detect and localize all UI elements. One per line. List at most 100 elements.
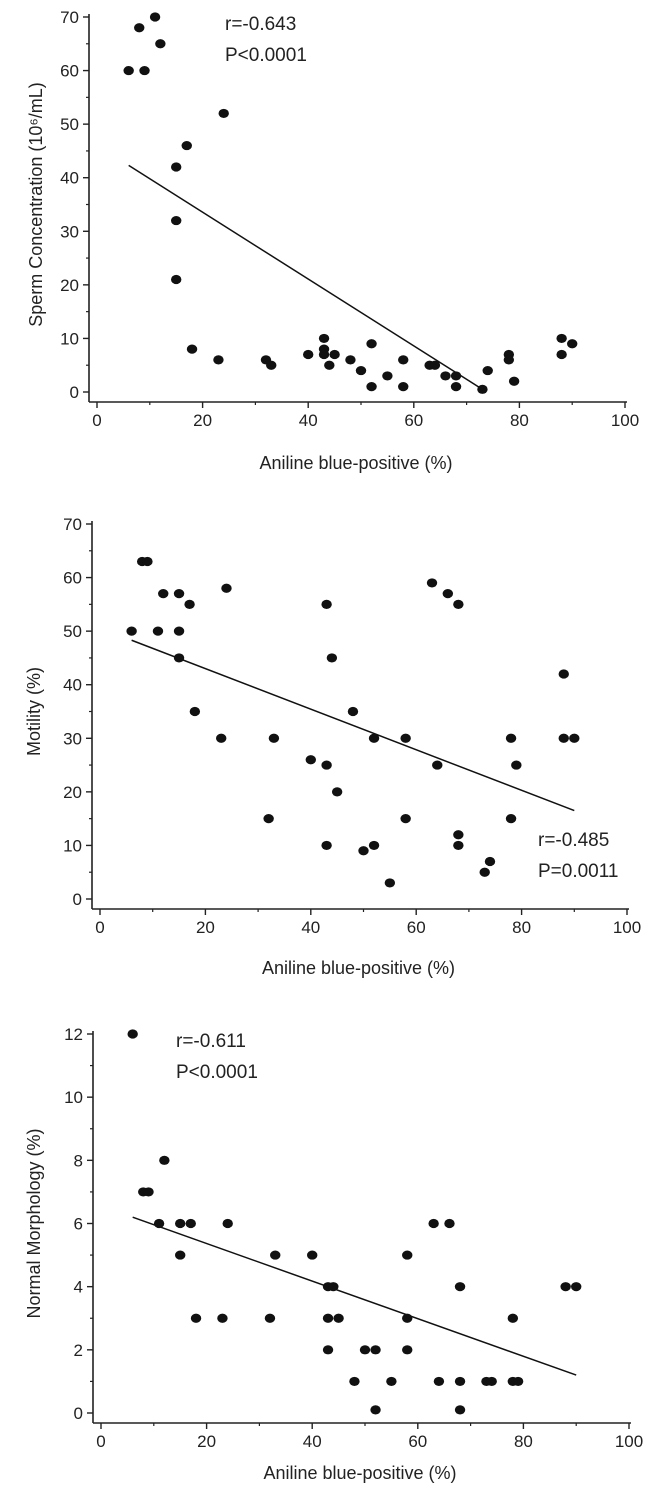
data-point (479, 867, 490, 877)
data-point (400, 814, 411, 824)
data-point (484, 856, 496, 867)
correlation-r-label: r=-0.643 (225, 14, 296, 35)
x-axis-label: Aniline blue-positive (%) (262, 958, 455, 978)
data-point (175, 1250, 186, 1260)
trendline (132, 1216, 577, 1376)
data-point (329, 349, 340, 360)
data-point (442, 589, 454, 599)
data-point (453, 840, 464, 851)
data-point (450, 371, 462, 381)
y-tick-label: 0 (73, 890, 82, 909)
data-point (263, 814, 274, 824)
data-point (347, 706, 359, 717)
data-point (454, 1376, 466, 1387)
y-tick-label: 4 (74, 1278, 83, 1297)
data-point (305, 755, 316, 765)
data-point (440, 371, 451, 381)
y-axis-label: Motility (%) (24, 667, 44, 756)
data-point (318, 333, 330, 344)
y-tick-label: 60 (63, 569, 82, 588)
x-tick-label: 60 (408, 1432, 427, 1451)
data-point (368, 733, 380, 743)
data-point (326, 653, 338, 663)
data-point (268, 733, 280, 743)
data-point (505, 814, 517, 824)
data-point (560, 1282, 571, 1292)
correlation-r-label: r=-0.611 (176, 1031, 246, 1052)
data-point (569, 733, 580, 743)
x-tick-label: 0 (95, 918, 104, 937)
y-axis-label: Normal Morphology (%) (24, 1128, 44, 1318)
data-point (171, 215, 182, 226)
y-tick-label: 10 (64, 1088, 83, 1107)
data-point (358, 846, 369, 856)
data-point (217, 1313, 228, 1323)
data-point (384, 878, 396, 888)
data-point (303, 349, 314, 360)
y-tick-label: 40 (63, 676, 82, 695)
data-point (402, 1250, 413, 1260)
data-point (503, 355, 515, 365)
data-point (171, 274, 182, 285)
data-point (366, 382, 377, 392)
data-point (370, 1405, 381, 1415)
data-point (190, 1313, 202, 1323)
y-tick-label: 30 (60, 222, 79, 241)
data-point (349, 1376, 360, 1387)
data-point (173, 626, 185, 636)
data-point (333, 1313, 344, 1323)
chart-panel-1: 0 20 40 60 80 100 0 10 20 30 40 50 60 70 Aniline blue-… (26, 8, 639, 473)
y-tick-label: 20 (63, 783, 82, 802)
data-point (173, 653, 185, 663)
data-point (571, 1282, 582, 1292)
data-point (185, 1218, 196, 1229)
data-point (505, 733, 517, 743)
trendline (128, 164, 483, 390)
data-point (345, 355, 356, 365)
data-point (218, 108, 229, 119)
chart-panel-3: 0 20 40 60 80 100 0 2 4 6 8 10 12 Aniline blue-positi… (24, 1025, 643, 1483)
data-point (270, 1250, 281, 1260)
x-tick-label: 80 (512, 918, 531, 937)
data-point (181, 140, 192, 151)
x-tick-label: 60 (404, 411, 423, 430)
y-tick-label: 40 (60, 169, 79, 188)
data-point (355, 365, 367, 376)
data-point (153, 1218, 165, 1229)
data-point (139, 65, 150, 76)
data-point (477, 384, 488, 394)
data-point (184, 599, 195, 609)
data-point (556, 349, 567, 360)
data-point (454, 1282, 466, 1292)
chart-panel-2: 0 20 40 60 80 100 0 10 20 30 40 50 60 70 Aniline blue-… (24, 515, 641, 978)
y-tick-label: 10 (63, 836, 82, 855)
x-tick-label: 100 (611, 411, 639, 430)
data-point (221, 583, 232, 593)
x-tick-label: 20 (193, 411, 212, 430)
x-tick-label: 60 (407, 918, 426, 937)
correlation-r-label: r=-0.485 (538, 830, 609, 851)
data-point (511, 760, 522, 770)
p-value-label: P<0.0001 (176, 1062, 258, 1083)
data-point (127, 1029, 138, 1039)
data-point (264, 1313, 276, 1323)
data-point (322, 1313, 334, 1323)
y-tick-label: 50 (60, 115, 79, 134)
data-point (134, 23, 145, 33)
y-tick-label: 70 (63, 515, 82, 534)
data-point (450, 382, 462, 392)
data-point (567, 339, 578, 349)
data-point (398, 382, 409, 392)
data-point (143, 1187, 154, 1197)
data-point (322, 1345, 334, 1355)
trendline (131, 639, 575, 812)
x-tick-label: 80 (514, 1432, 533, 1451)
x-tick-label: 20 (197, 1432, 216, 1451)
data-point (433, 1376, 445, 1387)
data-point (429, 360, 441, 370)
data-point (428, 1218, 439, 1229)
data-point (556, 333, 567, 344)
data-point (486, 1376, 497, 1387)
data-point (398, 355, 409, 365)
